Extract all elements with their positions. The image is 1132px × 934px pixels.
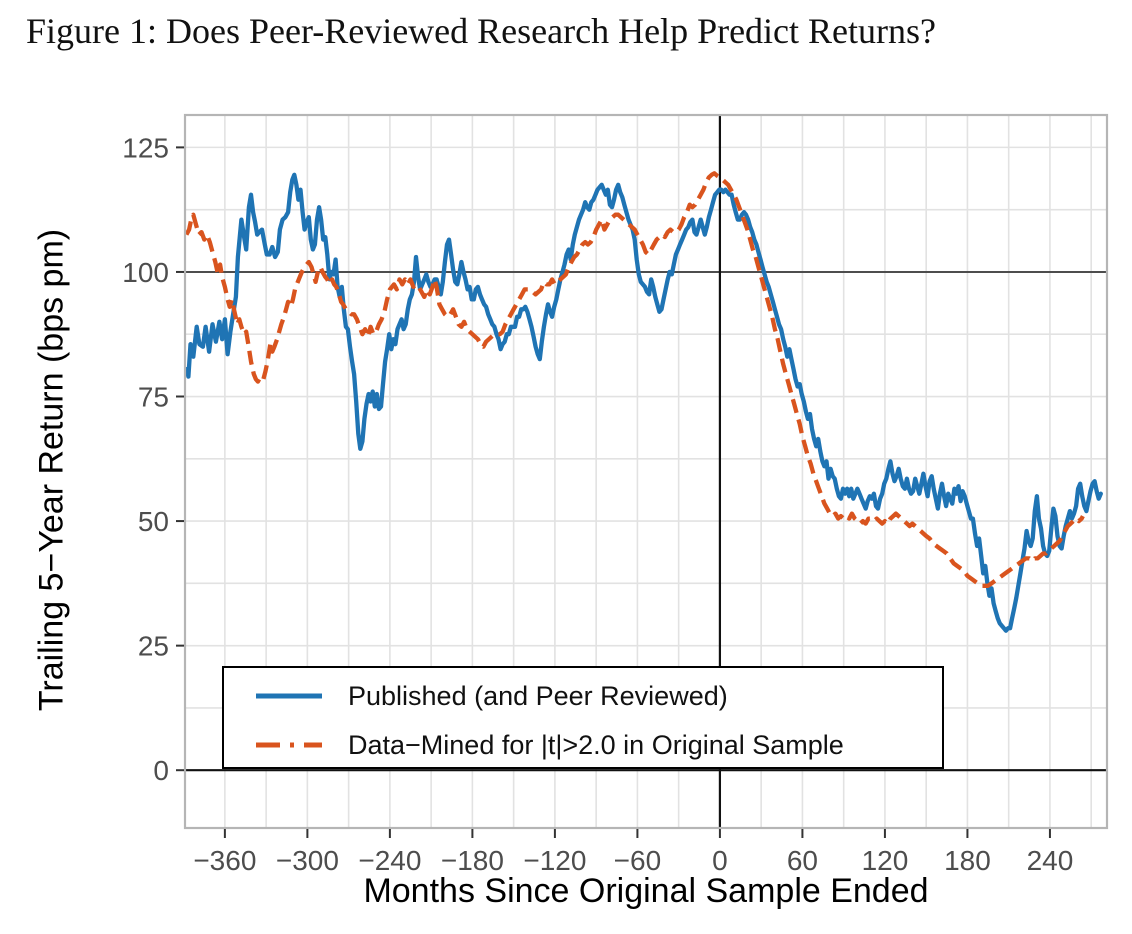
x-tick-label: 240 xyxy=(1027,845,1074,876)
y-tick-label: 75 xyxy=(138,382,169,413)
y-tick-label: 50 xyxy=(138,506,169,537)
x-tick-label: −300 xyxy=(276,845,339,876)
legend-label-published: Published (and Peer Reviewed) xyxy=(348,680,728,711)
datamined-line-swatch xyxy=(256,742,322,748)
x-tick-label: −60 xyxy=(614,845,662,876)
y-tick-label: 25 xyxy=(138,631,169,662)
x-tick-label: 60 xyxy=(787,845,818,876)
x-tick-label: 120 xyxy=(862,845,909,876)
y-tick-label: 125 xyxy=(122,132,169,163)
series-line-datamined xyxy=(185,171,1085,588)
y-tick-label: 0 xyxy=(153,755,169,786)
x-tick-label: −360 xyxy=(193,845,256,876)
legend-entry-published: Published (and Peer Reviewed) xyxy=(224,675,942,717)
published-line-swatch xyxy=(256,693,322,699)
y-tick-label: 100 xyxy=(122,257,169,288)
figure-title: Figure 1: Does Peer-Reviewed Research He… xyxy=(26,11,937,51)
legend-label-datamined: Data−Mined for |t|>2.0 in Original Sampl… xyxy=(348,729,844,760)
legend-box: Published (and Peer Reviewed) Data−Mined… xyxy=(222,666,944,769)
y-axis-title: Trailing 5−Year Return (bps pm) xyxy=(32,228,71,712)
x-tick-label: 180 xyxy=(944,845,991,876)
x-tick-label: 0 xyxy=(712,845,728,876)
x-tick-label: −180 xyxy=(441,845,504,876)
x-axis-title: Months Since Original Sample Ended xyxy=(363,872,929,910)
series-line-published xyxy=(185,172,1103,633)
x-tick-label: −120 xyxy=(523,845,586,876)
panel-border xyxy=(183,113,1109,830)
legend-entry-datamined: Data−Mined for |t|>2.0 in Original Sampl… xyxy=(224,724,942,766)
x-tick-label: −240 xyxy=(358,845,421,876)
